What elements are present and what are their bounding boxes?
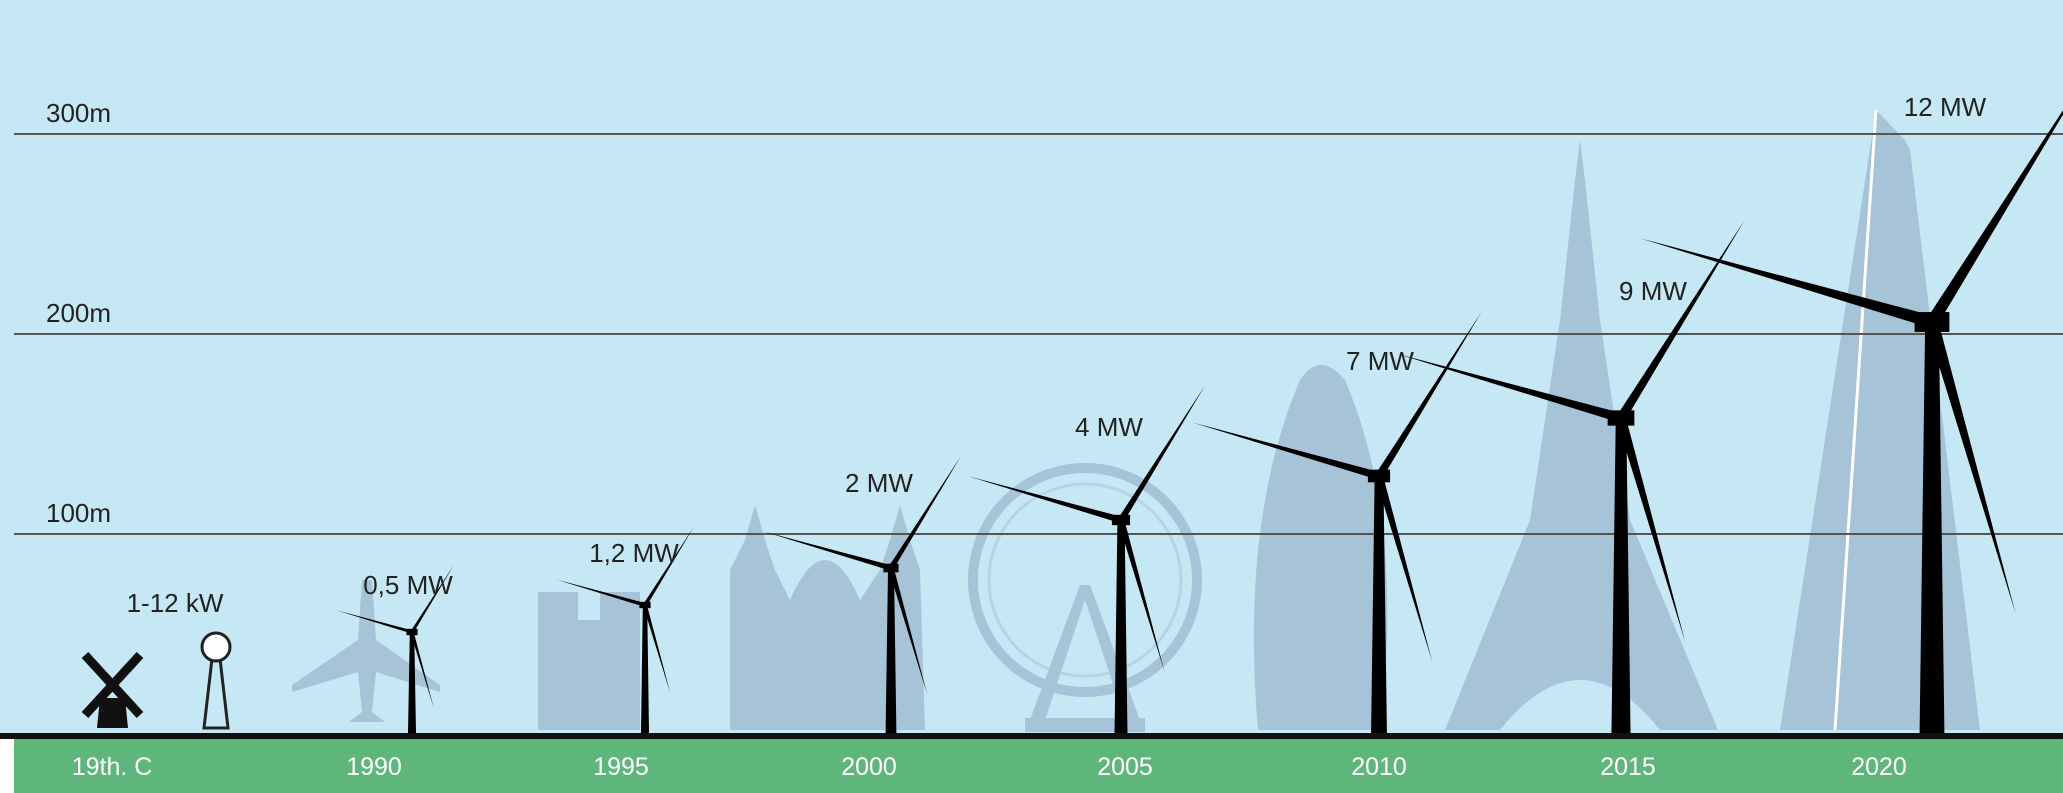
blade <box>1375 311 1482 479</box>
blade <box>1926 110 2063 326</box>
power-label: 9 MW <box>1619 276 1687 306</box>
blade <box>335 610 413 634</box>
nacelle <box>883 563 899 573</box>
power-label: 1,2 MW <box>589 538 679 568</box>
eiffel-tower <box>1445 140 1718 730</box>
year-label: 1995 <box>593 753 649 781</box>
power-label: 2 MW <box>845 468 913 498</box>
turbines <box>335 110 2063 733</box>
tower <box>1114 520 1128 733</box>
london-eye-inner <box>987 482 1183 678</box>
tower <box>1371 476 1387 733</box>
tower <box>1919 322 1945 733</box>
blade <box>410 631 434 709</box>
year-label: 2005 <box>1097 753 1153 781</box>
power-label: 1-12 kW <box>127 588 224 618</box>
blade <box>1926 320 2016 614</box>
plane <box>292 580 440 722</box>
nacelle <box>1607 410 1635 426</box>
power-label: 0,5 MW <box>363 570 453 600</box>
power-label: 12 MW <box>1904 92 1987 122</box>
blade <box>1375 474 1433 663</box>
height-lines: 300m 200m 100m <box>14 98 2063 535</box>
blade <box>643 604 671 694</box>
london-eye-legs <box>1030 585 1140 720</box>
gherkin <box>1253 365 1388 730</box>
tower <box>408 632 416 733</box>
tower <box>1611 418 1631 733</box>
blade <box>1396 353 1623 423</box>
power-label: 7 MW <box>1346 346 1414 376</box>
blade <box>1117 519 1165 673</box>
blade <box>556 579 646 607</box>
blade <box>764 531 892 571</box>
shard-edge <box>1833 109 1878 731</box>
year-label: 2010 <box>1351 753 1407 781</box>
windpump-wheel <box>200 631 232 663</box>
tower <box>885 568 897 733</box>
height-label: 300m <box>46 98 111 128</box>
year-label: 1990 <box>346 753 402 781</box>
sky <box>0 0 2063 737</box>
blade <box>410 564 454 633</box>
nacelle <box>639 601 651 609</box>
year-label: 2015 <box>1600 753 1656 781</box>
height-label: 100m <box>46 498 111 528</box>
blade <box>888 567 928 695</box>
blade <box>1640 238 1934 328</box>
blade <box>643 526 694 607</box>
blade <box>968 476 1122 524</box>
blade <box>1616 220 1745 421</box>
blade <box>1118 385 1205 522</box>
blade <box>1192 422 1381 480</box>
blade <box>1616 416 1686 643</box>
year-label: 2020 <box>1851 753 1907 781</box>
year-label: 19th. C <box>72 753 153 781</box>
windmill <box>97 698 128 728</box>
height-label: 200m <box>46 298 111 328</box>
year-label: 2000 <box>841 753 897 781</box>
notre-dame <box>538 592 640 730</box>
nacelle <box>1914 312 1950 332</box>
windmill-sails <box>81 651 144 719</box>
nacelle <box>1111 514 1131 526</box>
london-eye <box>968 463 1202 697</box>
tower <box>641 605 649 733</box>
labels: 19th. C 1-12 kW 1990 0,5 MW 1995 1,2 MW 2000 2 … <box>72 92 1987 781</box>
nacelle <box>406 628 418 636</box>
st-pauls <box>730 505 925 730</box>
ground-band <box>14 739 2063 793</box>
blade <box>888 456 961 570</box>
power-label: 4 MW <box>1075 412 1143 442</box>
ground-line <box>0 733 2063 739</box>
nacelle <box>1367 469 1391 483</box>
